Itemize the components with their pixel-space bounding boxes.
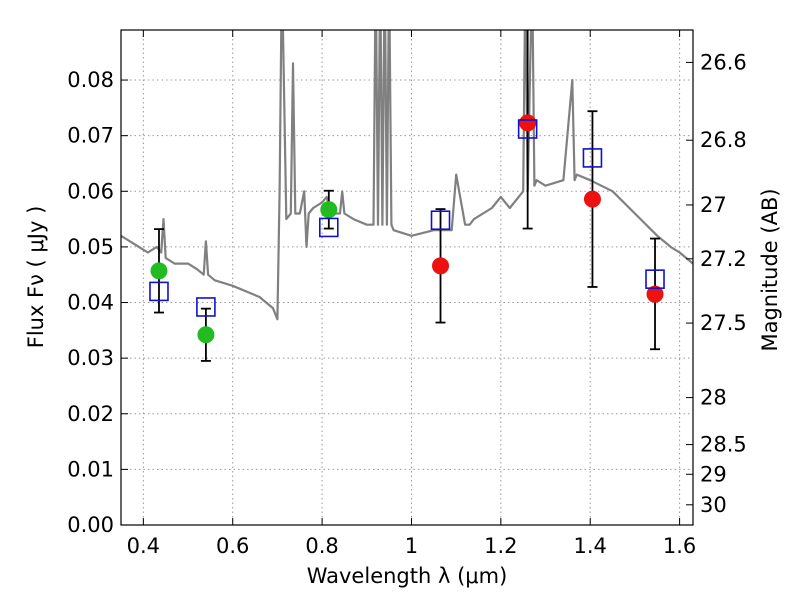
- y-axis-title: Flux Fν ( μJy ): [24, 206, 48, 349]
- y2-tick-label: 29: [700, 462, 727, 486]
- ticks-layer: 0.4 0.6 0.8 1 1.2 1.4 1.6 0.00 0.01 0.02 0.03 0.04 0…: [67, 30, 747, 558]
- y-tick-label: 0.06: [67, 179, 114, 203]
- y2-tick-label: 27.5: [700, 311, 747, 335]
- y-tick-label: 0.05: [67, 235, 114, 259]
- y-tick-label: 0.01: [67, 457, 114, 481]
- x-tick-label: 0.4: [127, 534, 160, 558]
- x-tick-label: 0.6: [216, 534, 249, 558]
- plot-frame: [120, 29, 694, 526]
- y2-tick-label: 28.5: [700, 433, 747, 457]
- template-spectrum-line: [121, 30, 693, 321]
- x-tick-label: 1.2: [484, 534, 517, 558]
- red-data-point: [583, 190, 601, 208]
- model-square-marker: [582, 148, 603, 168]
- y2-tick-label: 26.8: [700, 128, 747, 152]
- model-square-marker: [645, 269, 665, 289]
- red-data-point: [646, 285, 664, 303]
- x-tick-label: 1.6: [663, 534, 696, 558]
- y-tick-label: 0.07: [67, 124, 114, 148]
- model-square-marker: [318, 217, 339, 238]
- y2-tick-label: 30: [700, 493, 727, 517]
- x-axis-title: Wavelength λ (μm): [307, 564, 508, 588]
- y2-tick-label: 28: [700, 386, 727, 410]
- y-tick-label: 0.02: [67, 402, 114, 426]
- template-spectrum-layer: [121, 30, 693, 321]
- model-square-marker: [149, 281, 169, 302]
- model-square-marker: [517, 119, 538, 139]
- grid: [121, 30, 693, 526]
- green-data-point: [320, 201, 338, 219]
- model-square-marker: [430, 210, 451, 231]
- green-data-point: [150, 262, 168, 280]
- y2-tick-label: 27: [700, 193, 727, 217]
- y-tick-label: 0.00: [67, 513, 114, 537]
- x-tick-label: 0.8: [305, 534, 338, 558]
- y2-tick-label: 26.6: [700, 50, 747, 74]
- red-data-point: [519, 114, 537, 132]
- y-tick-label: 0.03: [67, 346, 114, 370]
- model-square-marker: [196, 297, 216, 317]
- green-data-point: [197, 326, 215, 344]
- x-tick-label: 1.4: [574, 534, 607, 558]
- y-tick-label: 0.04: [67, 291, 114, 315]
- x-tick-label: 1: [405, 534, 418, 558]
- data-marks-layer: [149, 30, 665, 362]
- y2-axis-title: Magnitude (AB): [758, 188, 782, 351]
- y2-tick-label: 27.2: [700, 247, 747, 271]
- y-tick-label: 0.08: [67, 68, 114, 92]
- red-data-point: [432, 257, 450, 275]
